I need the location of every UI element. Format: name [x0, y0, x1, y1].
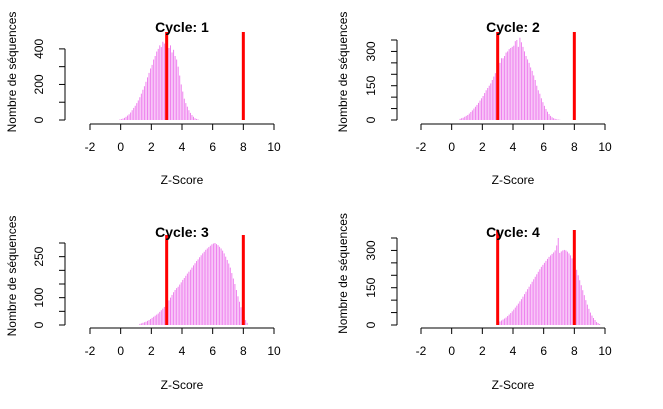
x-tick-label: 8 — [240, 140, 247, 154]
x-tick-label: -2 — [416, 344, 427, 358]
y-tick-label: 150 — [364, 277, 378, 297]
x-tick-label: -2 — [85, 140, 96, 154]
y-axis-label: Nombre de séquences — [5, 216, 19, 337]
x-tick-label: 2 — [148, 140, 155, 154]
y-tick-label: 100 — [32, 287, 46, 307]
x-tick-label: 0 — [448, 344, 455, 358]
x-tick-label: 8 — [240, 344, 247, 358]
x-tick-label: 2 — [148, 344, 155, 358]
x-axis-label: Z-Score — [492, 378, 535, 392]
chart-title: Cycle: 1 — [155, 19, 209, 35]
x-tick-label: 4 — [510, 344, 517, 358]
x-tick-label: 4 — [179, 344, 186, 358]
x-axis-label: Z-Score — [161, 173, 204, 187]
chart-title: Cycle: 4 — [486, 224, 540, 240]
x-tick-label: 0 — [117, 344, 124, 358]
y-tick-label: 0 — [32, 116, 46, 123]
chart-title: Cycle: 3 — [155, 224, 209, 240]
x-tick-label: 8 — [571, 140, 578, 154]
y-tick-label: 0 — [32, 321, 46, 328]
y-tick-label: 200 — [32, 74, 46, 94]
x-axis-label: Z-Score — [492, 173, 535, 187]
y-tick-label: 250 — [32, 246, 46, 266]
x-tick-label: 4 — [179, 140, 186, 154]
x-tick-label: 2 — [479, 140, 486, 154]
x-tick-label: 10 — [598, 140, 612, 154]
chart-title: Cycle: 2 — [486, 19, 540, 35]
x-tick-label: 10 — [267, 140, 281, 154]
x-tick-label: 2 — [479, 344, 486, 358]
x-tick-label: 0 — [448, 140, 455, 154]
y-tick-label: 0 — [364, 321, 378, 328]
y-tick-label: 0 — [364, 116, 378, 123]
y-axis-label: Nombre de séquences — [336, 213, 350, 334]
x-tick-label: -2 — [416, 140, 427, 154]
x-axis-label: Z-Score — [161, 378, 204, 392]
x-tick-label: 8 — [571, 344, 578, 358]
x-tick-label: 6 — [540, 140, 547, 154]
x-tick-label: -2 — [85, 344, 96, 358]
x-tick-label: 0 — [117, 140, 124, 154]
x-tick-label: 10 — [598, 344, 612, 358]
y-axis-label: Nombre de séquences — [336, 12, 350, 133]
y-tick-label: 150 — [364, 75, 378, 95]
x-tick-label: 4 — [510, 140, 517, 154]
x-tick-label: 6 — [540, 344, 547, 358]
y-axis-label: Nombre de séquences — [5, 12, 19, 133]
x-tick-label: 6 — [209, 344, 216, 358]
y-tick-label: 400 — [32, 39, 46, 59]
x-tick-label: 6 — [209, 140, 216, 154]
x-tick-label: 10 — [267, 344, 281, 358]
y-tick-label: 300 — [364, 240, 378, 260]
y-tick-label: 300 — [364, 41, 378, 61]
